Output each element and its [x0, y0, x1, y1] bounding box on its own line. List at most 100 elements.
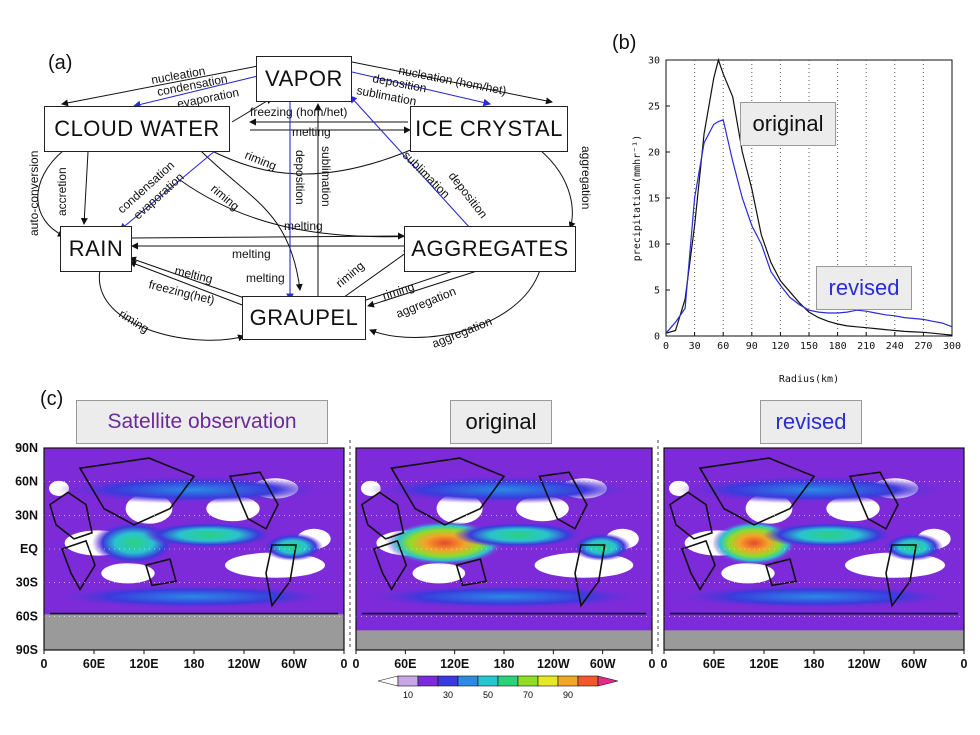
lat-tick-label: 90N	[15, 441, 38, 455]
y-tick-label: 5	[654, 286, 660, 297]
lon-tick-label: 0	[353, 657, 360, 671]
edge-label-riming-3: riming	[333, 259, 367, 291]
map-title-satellite: Satellite observation	[76, 400, 328, 444]
colorbar-cell	[377, 675, 399, 687]
lon-tick-label: 120E	[440, 657, 469, 671]
antarctica-mask	[44, 614, 344, 650]
lat-tick-label: 30S	[16, 576, 38, 590]
storm-track-south	[361, 584, 647, 609]
lon-tick-label: 120W	[228, 657, 261, 671]
lon-tick-label: 180	[184, 657, 205, 671]
lon-tick-label: 0	[41, 657, 48, 671]
lon-tick-label: 180	[804, 657, 825, 671]
lat-tick-label: EQ	[20, 542, 38, 556]
colorbar-tick-label: 90	[563, 690, 573, 700]
coastlines	[49, 457, 338, 615]
lon-tick-label: 120W	[537, 657, 570, 671]
map-panel-2	[355, 447, 653, 651]
x-tick-label: 0	[663, 341, 669, 352]
dry-region	[412, 563, 466, 584]
coastlines	[360, 457, 647, 615]
itcz-pacific	[763, 522, 895, 548]
panel-label-c: (c)	[40, 388, 64, 410]
edge-label-aggregation-2: aggregation	[430, 314, 494, 351]
x-tick-label: 300	[943, 341, 961, 352]
dry-region	[721, 563, 775, 584]
colorbar-tick-label: 50	[483, 690, 493, 700]
lat-tick-label: 60N	[15, 475, 38, 489]
y-tick-label: 10	[648, 240, 660, 251]
lon-tick-label: 60W	[590, 657, 616, 671]
lon-tick-label: 120W	[848, 657, 881, 671]
y-tick-label: 20	[648, 148, 660, 159]
x-tick-label: 120	[771, 341, 789, 352]
x-tick-label: 210	[857, 341, 875, 352]
itcz-pacific	[453, 522, 584, 548]
edge-label-sublimation-right: sublimation	[400, 148, 453, 201]
lon-tick-label: 180	[494, 657, 515, 671]
antarctica-mask	[356, 630, 652, 650]
itcz-atlantic	[263, 533, 323, 561]
lon-tick-label: 60E	[703, 657, 725, 671]
series-line-revised	[665, 118, 953, 334]
edge-label-deposition-right: deposition	[446, 169, 491, 221]
storm-track-north	[367, 475, 641, 504]
itcz-atlantic	[883, 533, 943, 561]
edge-label-melting-top: melting	[292, 125, 331, 139]
lon-tick-label: 0	[961, 657, 968, 671]
panel-label-b: (b)	[612, 32, 637, 54]
panel-label-a: (a)	[48, 52, 73, 74]
edge-label-riming-low: riming	[116, 307, 151, 336]
original-process-arrows	[37, 61, 576, 342]
edge-label-sublimation-mid: sublimation	[319, 146, 333, 207]
lon-tick-label: 120E	[129, 657, 158, 671]
node-aggregates: AGGREGATES	[404, 226, 576, 272]
colorbar-cell	[537, 675, 559, 687]
map-title-revised: revised	[760, 400, 862, 444]
colorbar-tick-label: 30	[443, 690, 453, 700]
precipitation-radius-chart: 0 30 60 90 120 150 180 210 240 270 300 0 5 10 15 20 25 30…	[632, 56, 961, 386]
edge-label-auto-conversion: auto-conversion	[27, 151, 41, 236]
edge-label-riming-4: riming	[381, 279, 416, 302]
edge-label-deposition-mid: deposition	[293, 150, 307, 205]
x-tick-label: 240	[886, 341, 904, 352]
lon-tick-label: 60E	[394, 657, 416, 671]
colorbar-cell	[457, 675, 479, 687]
revised-process-arrows	[119, 71, 492, 302]
edge-label-riming-2: riming	[208, 182, 242, 214]
x-tick-label: 150	[800, 341, 818, 352]
legend-revised: revised	[816, 266, 912, 310]
colorbar-cell	[437, 675, 459, 687]
antarctica-mask	[664, 630, 964, 650]
lon-tick-label: 60W	[281, 657, 307, 671]
lon-tick-label: 0	[341, 657, 348, 671]
x-tick-label: 90	[746, 341, 758, 352]
map-panel-3	[663, 447, 965, 651]
edge-label-melting-mid: melting	[284, 219, 323, 233]
node-rain: RAIN	[60, 226, 132, 272]
colorbar-cell	[557, 675, 579, 687]
lat-tick-label: 90S	[16, 643, 38, 657]
lon-tick-label: 60E	[83, 657, 105, 671]
x-tick-label: 270	[914, 341, 932, 352]
colorbar-cell	[517, 675, 539, 687]
map-title-original: original	[450, 400, 552, 444]
y-axis-label: precipitation(mmhr⁻¹)	[632, 135, 643, 261]
x-tick-label: 60	[717, 341, 729, 352]
edge-label-melting-mid2: melting	[232, 247, 271, 261]
node-vapor: VAPOR	[256, 56, 352, 102]
microphysics-diagram: nucleation condensation evaporation nucl…	[27, 61, 593, 351]
node-ice-crystal: ICE CRYSTAL	[410, 106, 568, 152]
edge-label-accretion: accretion	[55, 167, 69, 216]
lon-tick-label: 0	[649, 657, 656, 671]
itcz-atlantic	[572, 533, 632, 561]
colorbar-tick-label: 10	[403, 690, 413, 700]
x-tick-label: 30	[689, 341, 701, 352]
storm-track-south	[670, 584, 958, 609]
edge-label-aggregation-right: aggregation	[579, 146, 593, 209]
itcz-pacific	[143, 522, 275, 548]
colorbar-cell	[497, 675, 519, 687]
coastlines	[669, 457, 958, 615]
legend-original: original	[740, 102, 836, 146]
edge-label-melting-low2: melting	[246, 271, 285, 285]
